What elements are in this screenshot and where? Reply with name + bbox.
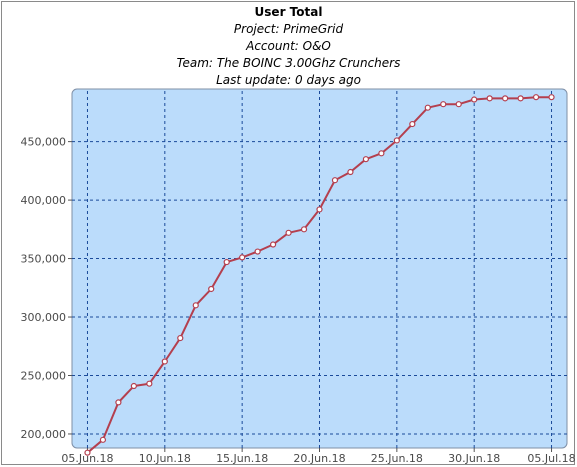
chart-header: User Total Project: PrimeGrid Account: O… [0,4,577,89]
data-point [502,95,509,102]
data-point [424,104,431,111]
data-point [146,380,153,387]
data-point [316,206,323,213]
data-point [254,248,261,255]
data-point [548,94,555,101]
x-tick-label: 25.Jun.18 [371,452,423,465]
data-point [532,94,540,101]
data-point [192,302,199,309]
last-update-label: Last update: 0 days ago [216,73,361,87]
data-point [115,399,122,406]
data-point [471,96,478,103]
plot-area [71,88,568,449]
data-point [517,95,524,102]
account-label: Account: O&O [246,39,331,53]
data-point [99,436,107,443]
data-point [378,150,385,157]
y-tick-label: 300,000 [21,311,67,324]
x-tick-label: 05.Jun.18 [61,452,113,465]
y-tick-label: 400,000 [21,194,67,207]
data-point [300,226,308,233]
y-tick-label: 200,000 [21,428,67,441]
data-point [393,137,400,144]
project-label: Project: PrimeGrid [233,22,344,36]
data-point [208,285,215,293]
x-tick-label: 30.Jun.18 [448,452,500,465]
data-point [285,229,292,236]
data-point [130,382,137,390]
data-point [331,177,339,184]
data-point [269,241,277,248]
team-label: Team: The BOINC 3.00Ghz Crunchers [176,56,401,70]
data-point [455,101,462,108]
data-point [486,95,493,102]
y-tick-label: 250,000 [21,369,67,382]
data-point [239,254,246,261]
data-point [161,358,168,365]
x-tick-label: 15.Jun.18 [216,452,268,465]
chart-title: User Total [254,5,323,19]
y-tick-label: 350,000 [21,253,67,266]
data-point [362,156,370,163]
data-point [177,334,184,342]
data-point [440,101,447,108]
data-point [223,258,230,266]
data-point [409,120,416,128]
x-tick-label: 10.Jun.18 [139,452,191,465]
data-point [84,449,91,456]
x-tick-label: 05.Jul.18 [527,452,575,465]
x-tick-label: 20.Jun.18 [293,452,345,465]
y-tick-label: 450,000 [21,136,67,149]
data-point [347,168,354,176]
